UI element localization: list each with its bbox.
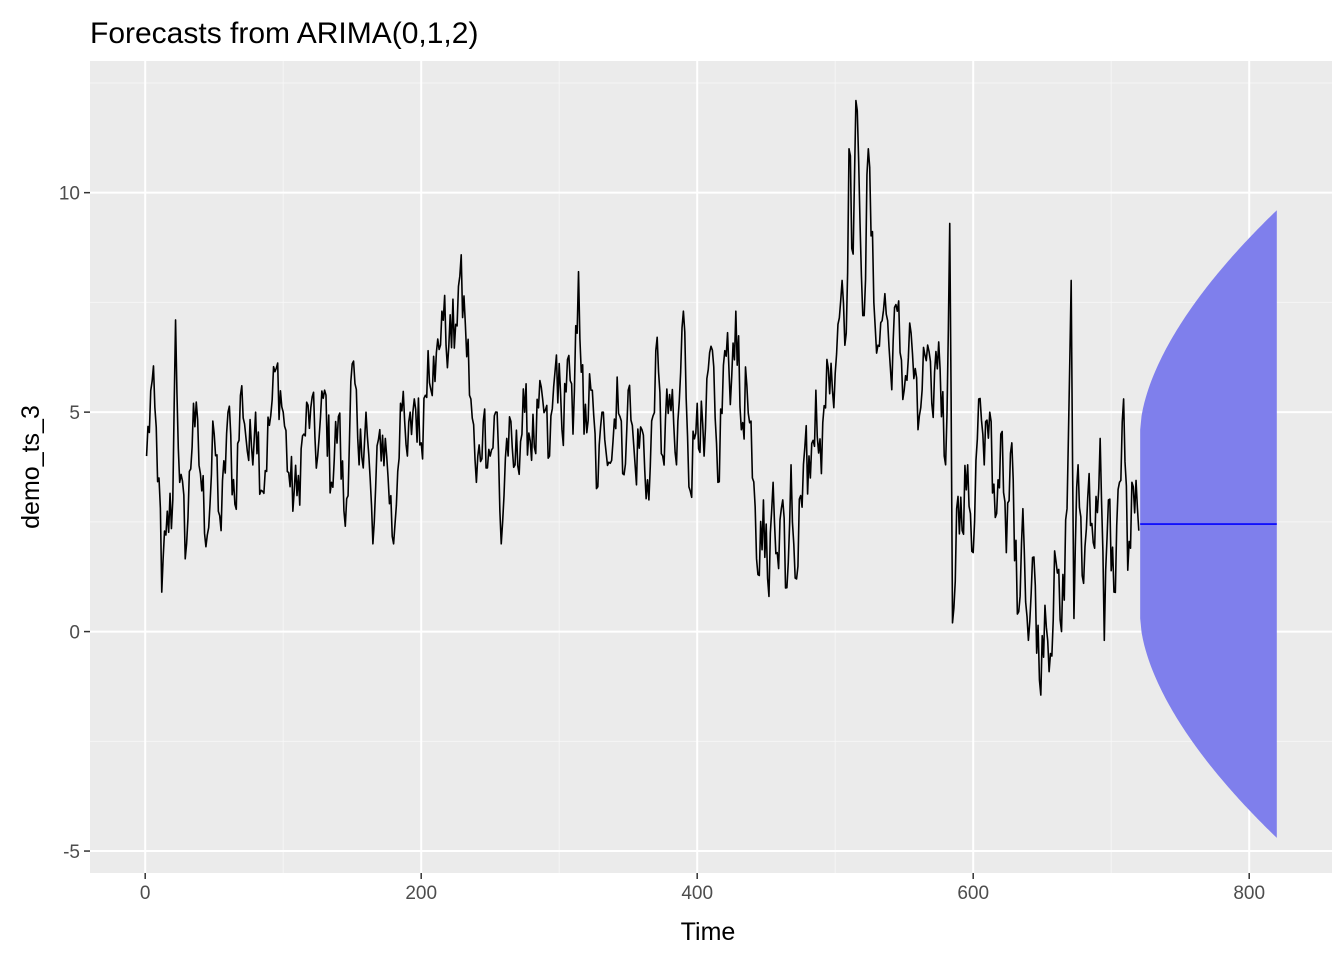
x-axis-title: Time [681,918,736,946]
y-tick-label: 10 [59,184,80,205]
chart-title: Forecasts from ARIMA(0,1,2) [90,17,478,50]
observed-series-line [145,99,1140,696]
x-tick-label: 200 [405,883,437,904]
major-gridlines [90,61,1332,873]
x-tick-label: 400 [681,883,713,904]
series-layer [145,99,1277,696]
x-axis-ticks: 0 200 400 600 800 [140,873,1265,904]
y-tick-label: -5 [63,842,80,863]
x-tick-label: 0 [140,883,151,904]
y-tick-label: 0 [69,623,80,644]
y-tick-label: 5 [69,403,80,424]
y-axis-title: demo_ts_3 [17,405,45,529]
x-tick-label: 600 [957,883,989,904]
x-tick-label: 800 [1233,883,1265,904]
minor-gridlines [90,61,1332,873]
y-axis-ticks: -5 0 5 10 [59,184,90,863]
